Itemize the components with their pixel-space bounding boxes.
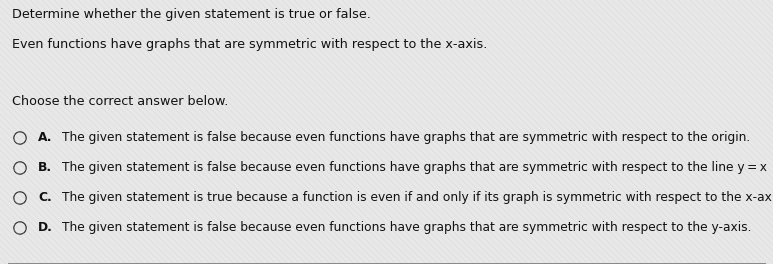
Text: B.: B.	[38, 161, 52, 174]
Text: The given statement is false because even functions have graphs that are symmetr: The given statement is false because eve…	[62, 161, 767, 174]
Text: The given statement is true because a function is even if and only if its graph : The given statement is true because a fu…	[62, 191, 773, 204]
Text: The given statement is false because even functions have graphs that are symmetr: The given statement is false because eve…	[62, 131, 751, 144]
Text: The given statement is false because even functions have graphs that are symmetr: The given statement is false because eve…	[62, 221, 751, 234]
Text: C.: C.	[38, 191, 52, 204]
Text: Choose the correct answer below.: Choose the correct answer below.	[12, 95, 228, 108]
Text: D.: D.	[38, 221, 53, 234]
Text: A.: A.	[38, 131, 53, 144]
Text: Even functions have graphs that are symmetric with respect to the x-axis.: Even functions have graphs that are symm…	[12, 38, 487, 51]
Text: Determine whether the given statement is true or false.: Determine whether the given statement is…	[12, 8, 371, 21]
